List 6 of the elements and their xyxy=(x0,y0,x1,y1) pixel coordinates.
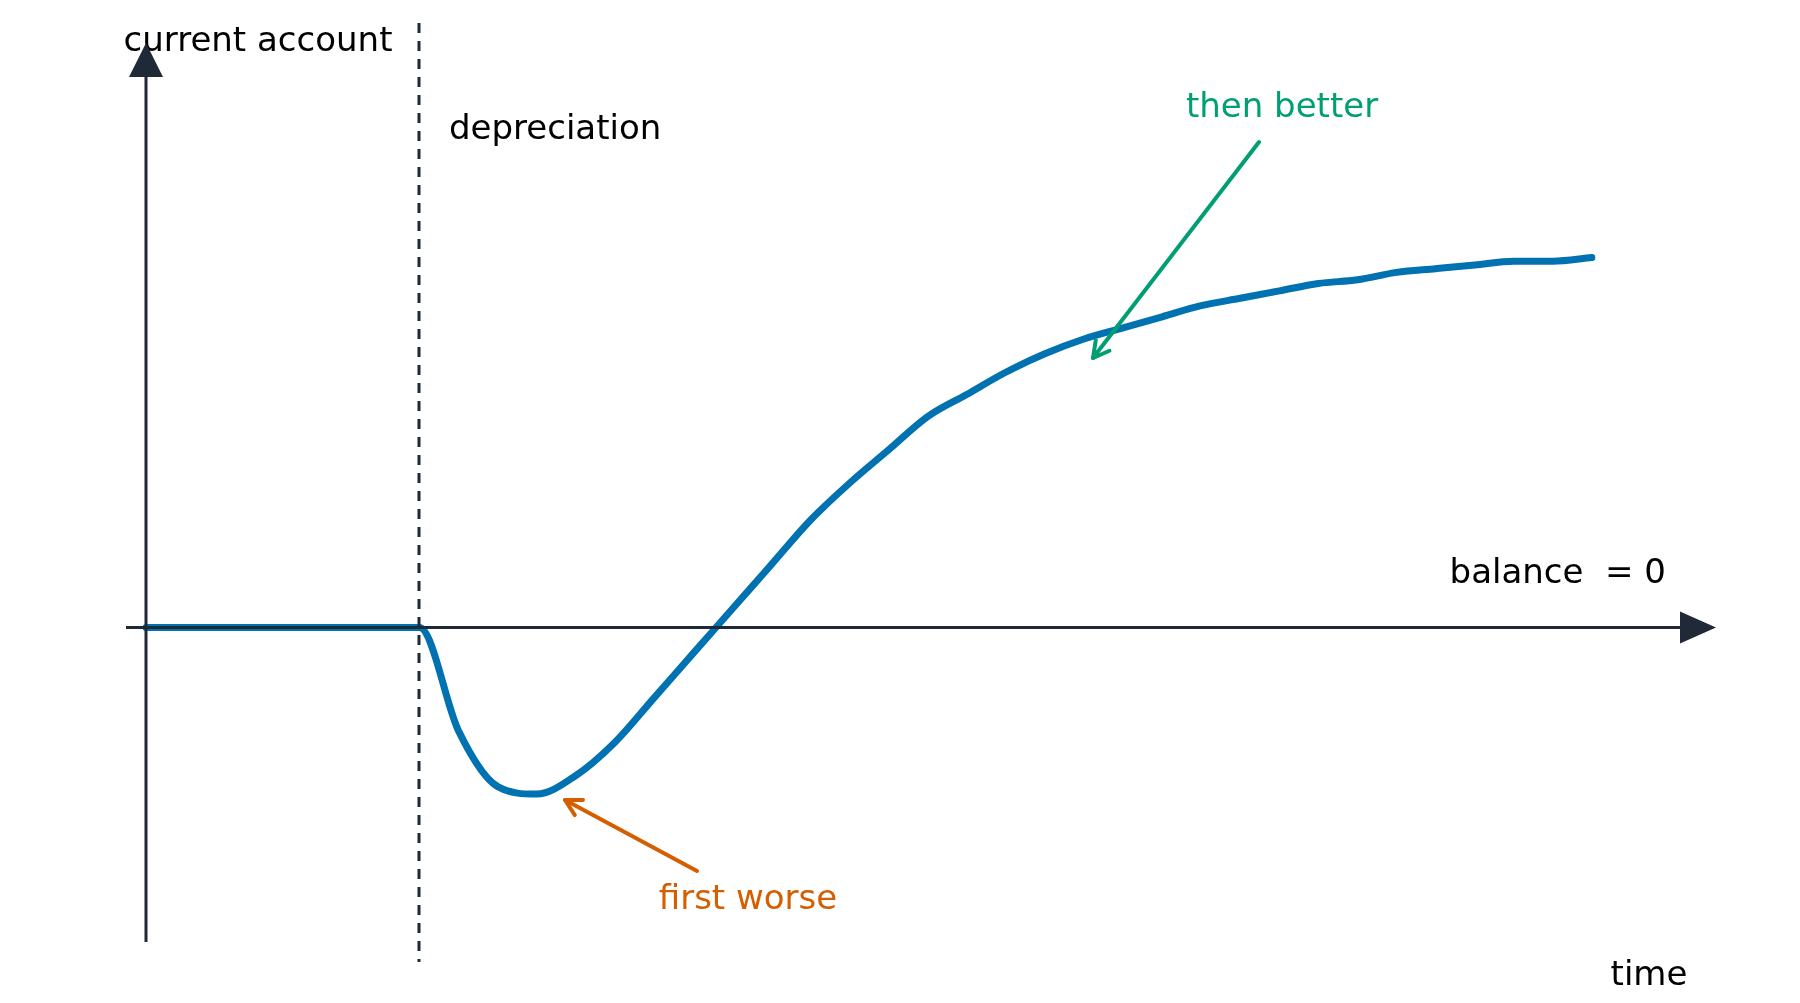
text: then better xyxy=(1185,84,1379,125)
text: first worse xyxy=(658,876,838,917)
ref-line-label: balance = 0 xyxy=(1449,551,1666,592)
x-axis-title: time xyxy=(1610,952,1688,993)
text: depreciation xyxy=(449,106,662,147)
text: current account xyxy=(123,18,393,59)
